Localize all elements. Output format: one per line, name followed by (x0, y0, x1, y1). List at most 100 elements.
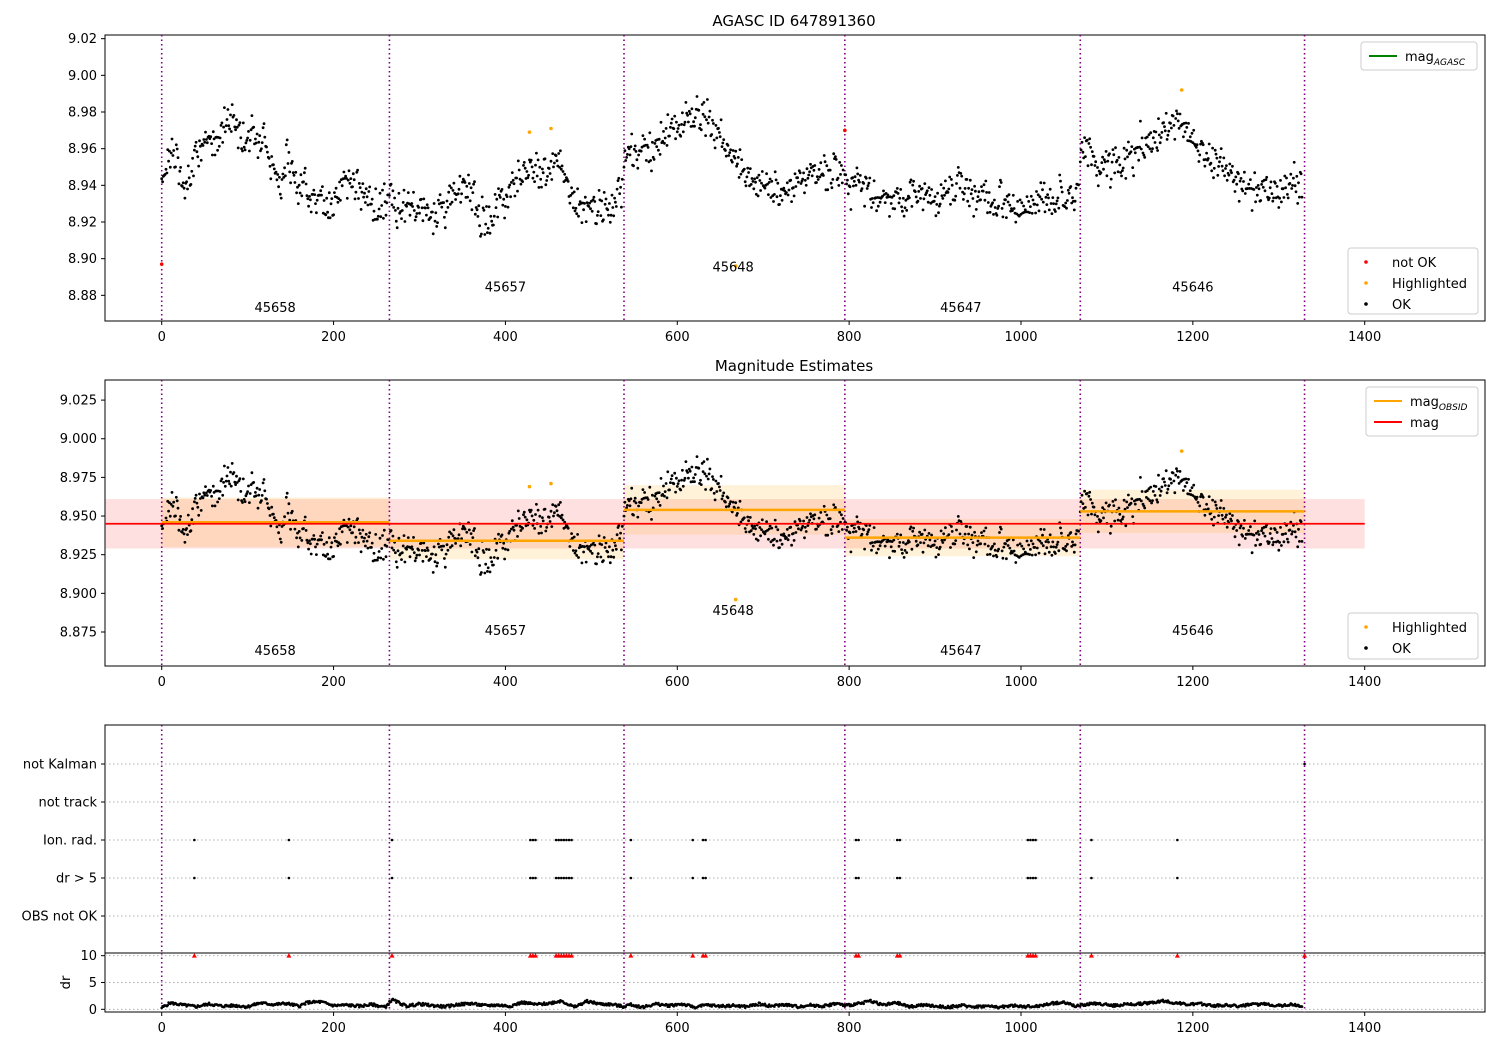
ok-point (1025, 195, 1029, 199)
ok-point (390, 546, 394, 550)
ok-point (494, 206, 498, 210)
ok-point (445, 199, 449, 203)
ok-point (421, 219, 425, 223)
ok-point (597, 189, 601, 192)
ok-point (846, 178, 849, 182)
ok-point (1286, 196, 1290, 200)
ok-point (332, 555, 335, 558)
ok-point (812, 517, 816, 521)
ok-point (831, 178, 835, 181)
ok-point (267, 507, 271, 511)
ok-point (793, 172, 797, 176)
ok-point (584, 560, 588, 564)
ok-point (1125, 148, 1129, 152)
ok-point (663, 490, 667, 493)
ok-point (1004, 542, 1007, 546)
ok-point (522, 164, 525, 167)
ok-point (1033, 546, 1037, 549)
ok-point (607, 555, 610, 559)
ok-point (627, 147, 631, 151)
ok-point (304, 529, 308, 532)
ok-point (164, 167, 168, 171)
ok-point (1094, 160, 1098, 164)
ok-point (488, 231, 492, 235)
ok-point (637, 153, 640, 157)
ok-point (1072, 208, 1076, 212)
ok-point (360, 190, 364, 194)
ok-point (830, 186, 834, 190)
ok-point (541, 516, 544, 520)
flag-event-point (562, 876, 566, 880)
ok-point (693, 480, 696, 483)
ok-point (1238, 179, 1242, 183)
ok-point (268, 514, 272, 517)
ok-point (1059, 526, 1062, 530)
ok-point (306, 197, 310, 201)
ok-point (546, 175, 549, 178)
ok-point (1139, 476, 1142, 479)
ok-point (636, 515, 640, 519)
flag-event-point (1026, 838, 1030, 842)
ok-point (845, 528, 848, 532)
ok-point (336, 544, 340, 548)
ok-point (754, 192, 758, 196)
ok-point (1277, 206, 1281, 209)
ok-point (1167, 484, 1171, 488)
flag-event-point (1176, 838, 1179, 842)
ok-point (1233, 190, 1237, 193)
ok-point (673, 114, 677, 118)
ok-point (619, 185, 622, 189)
ok-point (927, 532, 931, 535)
ok-point (545, 526, 549, 529)
ok-point (995, 213, 999, 217)
ok-point (600, 199, 604, 203)
ok-point (223, 130, 227, 134)
ok-point (178, 169, 182, 173)
ok-point (1118, 512, 1122, 516)
ok-point (275, 525, 279, 529)
ok-point (622, 165, 626, 169)
ok-point (519, 182, 523, 186)
ok-point (306, 541, 310, 545)
ok-point (224, 124, 228, 127)
ok-point (473, 554, 477, 558)
ok-point (1108, 503, 1111, 507)
ok-point (496, 556, 500, 560)
ok-point (395, 226, 399, 230)
ok-point (718, 131, 721, 134)
ok-point (851, 176, 854, 180)
ok-point (760, 181, 763, 185)
ok-point (370, 546, 373, 549)
ok-point (1177, 126, 1181, 130)
ok-point (1086, 164, 1090, 168)
ok-point (480, 232, 483, 236)
ok-point (721, 494, 725, 498)
ok-point (447, 190, 451, 194)
ok-point (434, 553, 438, 557)
ok-point (779, 194, 782, 198)
ok-point (1259, 199, 1263, 202)
ok-point (185, 527, 189, 530)
ok-point (223, 106, 226, 109)
ok-point (825, 513, 829, 517)
ok-point (469, 532, 473, 535)
ok-point (213, 153, 217, 157)
ok-point (284, 495, 288, 499)
ok-point (276, 173, 280, 176)
ok-point (1225, 164, 1228, 168)
ok-point (956, 174, 959, 177)
y-tick-label: 8.94 (68, 179, 97, 194)
ok-point (998, 531, 1001, 534)
ok-point (454, 542, 457, 545)
flag-event-point (287, 838, 291, 842)
ok-point (718, 485, 721, 489)
ok-point (650, 518, 653, 521)
ok-point (477, 547, 481, 551)
ok-point (412, 190, 415, 194)
ok-point (819, 161, 823, 165)
ok-point (803, 178, 807, 182)
ok-point (710, 133, 714, 136)
ok-point (174, 165, 177, 169)
ok-point (240, 147, 244, 151)
ok-point (199, 158, 203, 162)
